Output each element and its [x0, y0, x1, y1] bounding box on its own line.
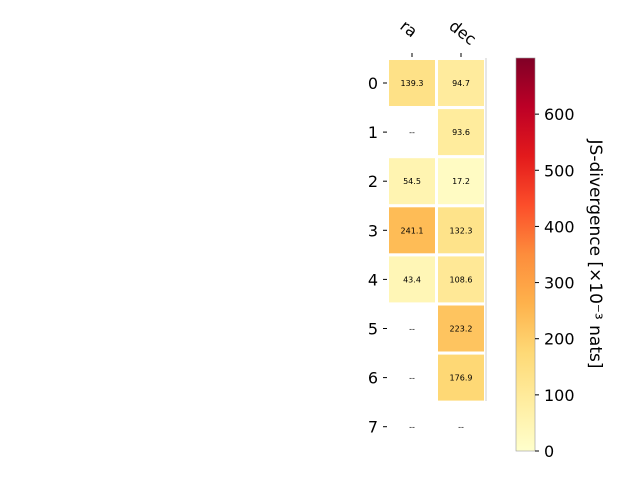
colorbar-tick-label: 400: [544, 217, 575, 236]
row-label: 0: [368, 74, 378, 93]
cell-value-label: 223.2: [450, 325, 473, 334]
cell-value-label: 93.6: [452, 128, 470, 137]
heatmap-cell: [438, 60, 484, 106]
cell-value-label: 94.7: [452, 79, 470, 88]
cell-value-label: --: [458, 423, 464, 432]
cell-value-label: 241.1: [401, 226, 424, 235]
cell-value-label: --: [409, 128, 415, 137]
cell-value-label: 132.3: [450, 226, 473, 235]
row-label: 4: [368, 270, 378, 289]
colorbar-ticks: 0 100 200 300 400 500 600: [535, 105, 575, 461]
colorbar-tick-label: 0: [544, 442, 554, 461]
heatmap-cell: [389, 207, 435, 254]
colorbar-tick-label: 600: [544, 105, 575, 124]
column-label: dec: [446, 16, 480, 49]
cell-value-label: 108.6: [450, 275, 473, 284]
cell-value-label: 43.4: [403, 275, 421, 284]
row-label: 2: [368, 172, 378, 191]
cell-value-label: --: [409, 325, 415, 334]
heatmap-cell: [438, 207, 484, 254]
cell-value-label: 17.2: [452, 177, 470, 186]
row-label: 3: [368, 221, 378, 240]
heatmap-cells: 139.3 94.7 -- 93.6 54.5 17.2 241.1 132.3 43.4 108…: [389, 58, 487, 432]
column-labels: ra dec: [397, 16, 480, 57]
heatmap-cell: [438, 354, 484, 401]
cell-value-label: --: [409, 423, 415, 432]
colorbar: 0 100 200 300 400 500 600 JS-divergence [×10⁻³…: [515, 57, 605, 461]
heatmap-cell: [389, 256, 435, 303]
heatmap-cell: [389, 60, 435, 106]
colorbar-label: JS-divergence [×10⁻³ nats]: [585, 139, 605, 369]
colorbar-tick-label: 500: [544, 161, 575, 180]
colorbar-tick-label: 200: [544, 330, 575, 349]
heatmap-cell: [438, 256, 484, 303]
heatmap-cell: [438, 305, 484, 352]
row-label: 7: [368, 418, 378, 437]
heatmap-cell: [438, 158, 484, 205]
colorbar-tick-label: 300: [544, 274, 575, 293]
row-label: 6: [368, 369, 378, 388]
cell-value-label: 139.3: [401, 79, 424, 88]
column-label: ra: [397, 16, 422, 41]
row-label: 1: [368, 123, 378, 142]
cell-value-label: 176.9: [450, 374, 473, 383]
cell-value-label: 54.5: [403, 177, 421, 186]
colorbar-tick-label: 100: [544, 386, 575, 405]
row-labels: 0 1 2 3 4 5 6 7: [368, 74, 387, 437]
cell-value-label: --: [409, 374, 415, 383]
heatmap-cell: [389, 158, 435, 205]
colorbar-gradient: [515, 57, 536, 452]
heatmap-cell: [438, 109, 484, 156]
row-label: 5: [368, 320, 378, 339]
